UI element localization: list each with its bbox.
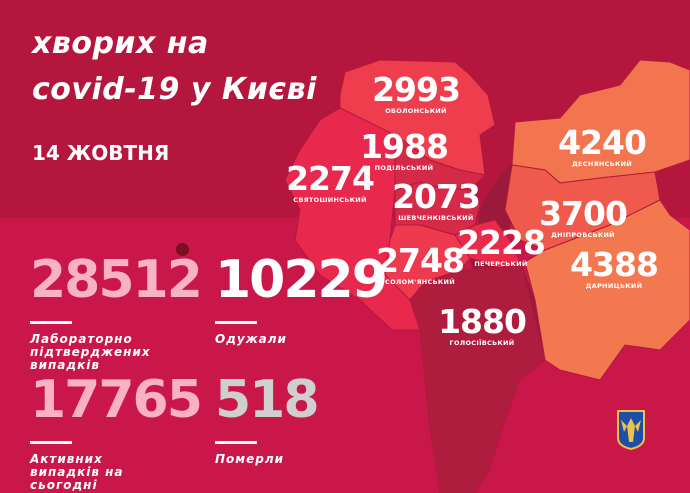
stat-value: 518 [215,370,320,430]
district-name: ДЕСНЯНСЬКИЙ [571,160,633,168]
district-label-podilskyi: 1988 ПОДІЛЬСЬКИЙ [360,127,449,173]
divider [215,441,257,444]
stat-label: Одужали [215,332,287,346]
title-line-1: хворих на [32,26,209,61]
district-label-dniprovskyi: 3700 ДНІПРОВСЬКИЙ [539,194,628,240]
district-label-desnianskyi: 4240 ДЕСНЯНСЬКИЙ [558,123,647,169]
district-name: СВЯТОШИНСЬКИЙ [293,196,367,204]
stat-recovered: 10229 Одужали [215,250,388,346]
stat-label: Померли [215,452,285,466]
stat-value: 28512 [30,250,203,310]
district-name: ПОДІЛЬСЬКИЙ [374,164,434,172]
district-value: 1988 [360,127,449,166]
district-label-sviatoshynskyi: 2274 СВЯТОШИНСЬКИЙ [286,159,375,205]
district-name: ШЕВЧЕНКІВСЬКИЙ [398,214,474,222]
kyiv-coat-of-arms-icon [617,410,645,450]
district-value: 4240 [558,123,647,162]
district-label-solomianskyi: 2748 СОЛОМ'ЯНСЬКИЙ [376,241,465,287]
date: 14 ЖОВТНЯ [32,141,170,165]
stat-deaths: 518 Померли [215,370,320,466]
district-name: ГОЛОСІЇВСЬКИЙ [449,339,515,347]
district-shape-holosiivskyi [409,261,546,493]
stat-active: 17765 Активних випадків на сьогодні [30,370,203,492]
district-label-pecherskyi: 2228 ПЕЧЕРСЬКИЙ [457,223,546,269]
district-shape-sviatoshynskyi [284,107,421,331]
stat-label: Активних випадків на сьогодні [30,452,124,492]
virus-icon [176,243,189,256]
stat-value: 17765 [30,370,203,430]
district-value: 1880 [438,302,527,341]
divider [215,321,257,324]
district-label-shevchenkivskyi: 2073 ШЕВЧЕНКІВСЬКИЙ [392,177,481,223]
district-label-obolonskyi: 2993 ОБОЛОНСЬКИЙ [372,70,461,116]
district-value: 4388 [570,245,659,284]
district-name: ПЕЧЕРСЬКИЙ [474,260,528,268]
district-value: 2274 [286,159,375,198]
stat-confirmed: 28512 Лабораторно підтверджених випадків [30,250,203,372]
district-name: ОБОЛОНСЬКИЙ [385,107,447,115]
district-value: 2228 [457,223,546,262]
district-name: СОЛОМ'ЯНСЬКИЙ [385,278,455,286]
district-value: 2993 [372,70,461,109]
district-value: 3700 [539,194,628,233]
district-name: ДАРНИЦЬКИЙ [585,282,643,290]
district-value: 2748 [376,241,465,280]
stat-value: 10229 [215,250,388,310]
divider [30,441,72,444]
district-shape-darnytskyi [524,199,690,381]
title-line-2: covid-19 у Києві [32,72,317,107]
divider [30,321,72,324]
district-label-darnytskyi: 4388 ДАРНИЦЬКИЙ [570,245,659,291]
district-value: 2073 [392,177,481,216]
stat-label: Лабораторно підтверджених випадків [30,332,151,372]
district-label-holosiivskyi: 1880 ГОЛОСІЇВСЬКИЙ [438,302,527,348]
district-name: ДНІПРОВСЬКИЙ [551,231,615,239]
